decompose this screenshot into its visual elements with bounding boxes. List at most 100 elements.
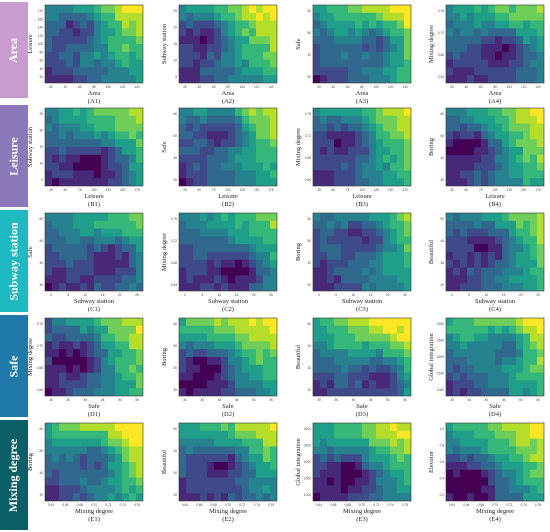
x-tick-label: 5	[335, 293, 337, 297]
heatmap-cell	[66, 147, 74, 156]
heatmap-cell	[242, 364, 250, 373]
heatmap-cell	[115, 28, 123, 37]
y-axis-label: Subway station	[161, 23, 168, 64]
heatmap-cell	[404, 438, 411, 447]
heatmap-cell	[101, 388, 109, 396]
heatmap-cell	[94, 275, 102, 284]
heatmap-cell	[355, 75, 363, 83]
heatmap-cell	[263, 462, 271, 471]
heatmap-cell	[228, 283, 236, 291]
heatmap-cell	[376, 283, 384, 291]
heatmap-cell	[474, 341, 482, 350]
heatmap-cell	[66, 51, 74, 60]
heatmap-cell	[355, 325, 363, 334]
heatmap-cell	[115, 380, 123, 389]
heatmap-cell	[362, 51, 370, 60]
heatmap-cell	[320, 430, 328, 439]
heatmap-cell	[523, 12, 531, 21]
heatmap-cell	[87, 252, 95, 261]
heatmap-cell	[66, 162, 74, 171]
heatmap-cell	[390, 357, 398, 366]
heatmap-cell	[45, 380, 53, 389]
heatmap-cell	[502, 170, 510, 179]
heatmap-cell	[362, 333, 370, 342]
heatmap-cell	[214, 454, 222, 463]
heatmap-cell	[320, 349, 328, 358]
heatmap-cell	[320, 333, 328, 342]
heatmap-cell	[495, 364, 503, 373]
heatmap-cell	[502, 267, 510, 276]
heatmap-cell	[334, 430, 342, 439]
heatmap-cell	[249, 228, 257, 237]
heatmap-cell	[136, 364, 143, 373]
heatmap-cell	[66, 462, 74, 471]
heatmap-cell	[80, 275, 88, 284]
heatmap-cell	[270, 341, 277, 350]
heatmap-cell	[397, 36, 405, 45]
heatmap-cell	[341, 380, 349, 389]
heatmap-cell	[404, 139, 411, 148]
heatmap-cell	[334, 12, 342, 21]
heatmap-cell	[502, 446, 510, 455]
x-tick-label: 0.64	[316, 503, 322, 507]
heatmap-cell	[256, 469, 264, 478]
heatmap-cell	[362, 423, 370, 432]
heatmap-cell	[186, 236, 194, 245]
heatmap-cell	[348, 51, 356, 60]
heatmap-cell	[467, 51, 475, 60]
heatmap-cell	[474, 446, 482, 455]
x-tick-label: 30	[49, 398, 53, 402]
heatmap-cell	[108, 178, 116, 186]
heatmap-cell	[327, 469, 335, 478]
heatmap-cell	[87, 454, 95, 463]
heatmap-cell	[136, 44, 143, 53]
heatmap-cell	[376, 388, 384, 396]
heatmap-cell	[537, 446, 544, 455]
heatmap-cell	[179, 333, 187, 342]
heatmap-cell	[263, 220, 271, 229]
heatmap-cell	[509, 349, 517, 358]
heatmap-cell	[214, 12, 222, 21]
heatmap-cell	[122, 162, 130, 171]
heatmap-cell	[362, 28, 370, 37]
heatmap-cell	[495, 213, 503, 222]
heatmap-cell	[481, 67, 489, 76]
heatmap-cell	[502, 36, 510, 45]
heatmap-cell	[214, 477, 222, 486]
heatmap-cell	[228, 341, 236, 350]
heatmap-cell	[263, 454, 271, 463]
heatmap-field-e3	[313, 423, 411, 501]
heatmap-cell	[45, 220, 53, 229]
heatmap-cell	[52, 12, 60, 21]
y-tick-label: 1000	[304, 493, 311, 497]
heatmap-cell	[383, 438, 391, 447]
plot-frame	[178, 4, 278, 84]
heatmap-cell	[94, 154, 102, 163]
heatmap-cell	[362, 325, 370, 334]
heatmap-cell	[341, 477, 349, 486]
heatmap-cell	[488, 115, 496, 124]
heatmap-cell	[256, 438, 264, 447]
heatmap-cell	[87, 283, 95, 291]
heatmap-cell	[186, 259, 194, 268]
heatmap-cell	[59, 438, 67, 447]
heatmap-cell	[108, 423, 116, 432]
heatmap-cell	[467, 75, 475, 83]
heatmap-cell	[516, 220, 524, 229]
heatmap-cell	[537, 325, 544, 334]
heatmap-cell	[390, 5, 398, 14]
heatmap-cell	[193, 28, 201, 37]
heatmap-cell	[397, 162, 405, 171]
heatmap-cell	[313, 36, 321, 45]
plot-frame	[445, 317, 545, 397]
heatmap-cell	[214, 244, 222, 253]
y-tick-label: 40	[440, 156, 444, 160]
y-tick-label: 50	[307, 322, 311, 326]
heatmap-cell	[221, 170, 229, 179]
heatmap-cell	[404, 357, 411, 366]
heatmap-cell	[509, 372, 517, 381]
heatmap-cell	[355, 44, 363, 53]
heatmap-cell	[108, 469, 116, 478]
heatmap-cell	[516, 115, 524, 124]
heatmap-cell	[59, 220, 67, 229]
